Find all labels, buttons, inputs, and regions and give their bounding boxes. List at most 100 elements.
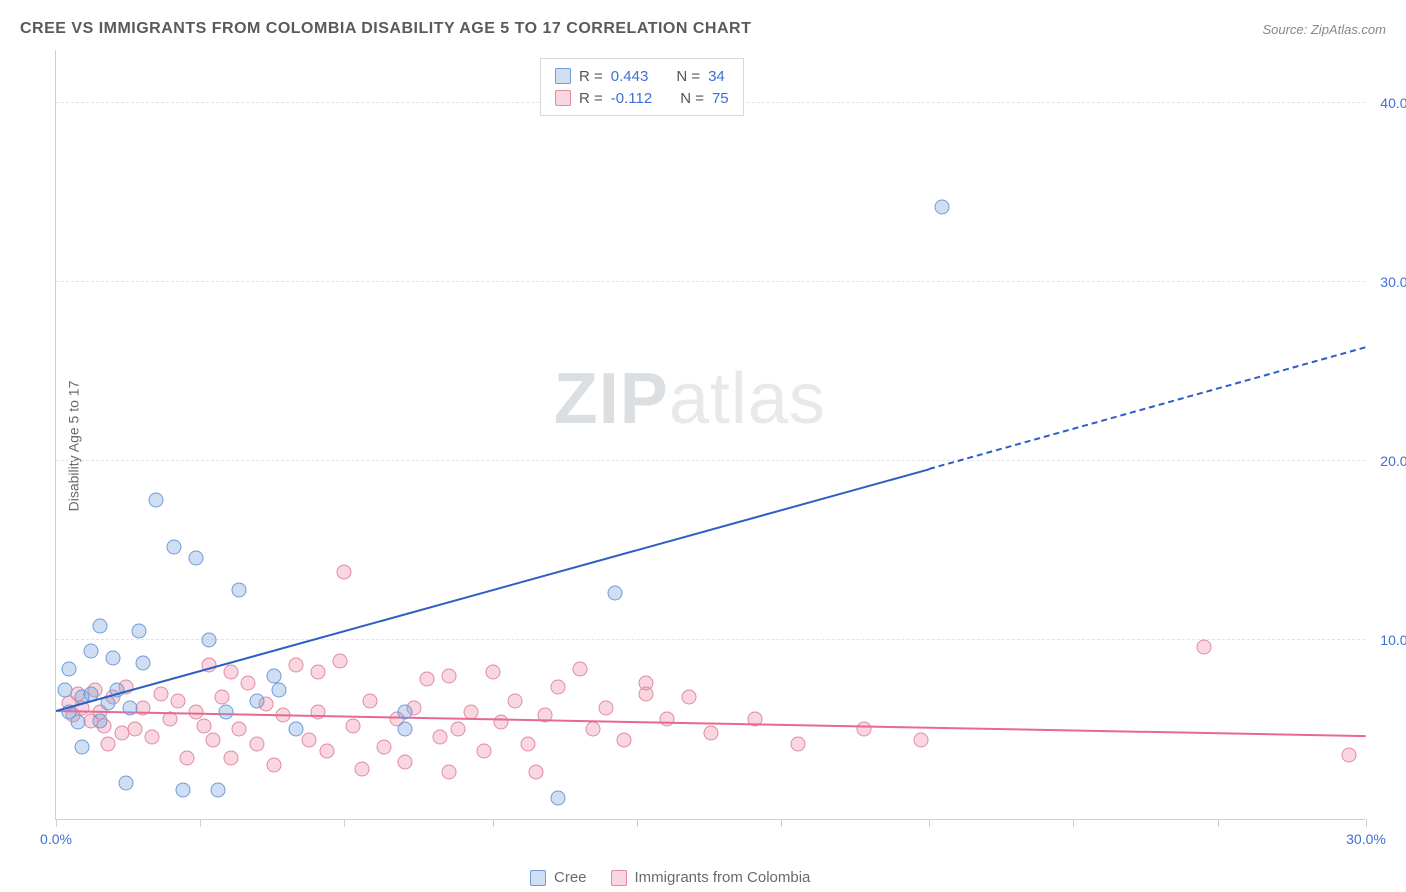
chart-title: CREE VS IMMIGRANTS FROM COLOMBIA DISABIL… [20, 20, 751, 38]
data-point-cree [70, 715, 85, 730]
data-point-colombia [223, 751, 238, 766]
r-label: R = [579, 68, 603, 85]
data-point-cree [123, 700, 138, 715]
data-point-cree [935, 199, 950, 214]
x-tick-label: 0.0% [40, 831, 72, 847]
data-point-colombia [856, 722, 871, 737]
data-point-colombia [682, 690, 697, 705]
data-point-cree [271, 683, 286, 698]
data-point-colombia [332, 654, 347, 669]
data-point-cree [210, 783, 225, 798]
data-point-cree [105, 650, 120, 665]
source-name: ZipAtlas.com [1311, 22, 1386, 37]
data-point-colombia [638, 675, 653, 690]
data-point-colombia [704, 726, 719, 741]
legend-row-colombia: R = -0.112 N = 75 [555, 87, 729, 109]
data-point-cree [57, 683, 72, 698]
data-point-cree [92, 713, 107, 728]
data-point-cree [249, 693, 264, 708]
data-point-colombia [1341, 747, 1356, 762]
data-point-colombia [188, 704, 203, 719]
data-point-colombia [354, 761, 369, 776]
x-tick [200, 819, 201, 827]
data-point-colombia [180, 751, 195, 766]
data-point-colombia [551, 679, 566, 694]
data-point-colombia [145, 729, 160, 744]
data-point-cree [219, 704, 234, 719]
n-label: N = [676, 68, 700, 85]
data-point-colombia [232, 722, 247, 737]
data-point-colombia [197, 718, 212, 733]
swatch-cree [555, 68, 571, 84]
swatch-cree [530, 870, 546, 886]
x-tick [493, 819, 494, 827]
swatch-colombia [555, 90, 571, 106]
n-label: N = [680, 90, 704, 107]
legend-item-cree: Cree [530, 869, 587, 886]
legend-item-colombia: Immigrants from Colombia [611, 869, 811, 886]
x-tick [1218, 819, 1219, 827]
data-point-cree [118, 776, 133, 791]
data-point-colombia [476, 743, 491, 758]
data-point-colombia [223, 665, 238, 680]
gridline [56, 460, 1365, 461]
x-tick [1073, 819, 1074, 827]
data-point-colombia [311, 665, 326, 680]
data-point-colombia [101, 736, 116, 751]
y-tick-label: 30.0% [1380, 274, 1406, 290]
data-point-colombia [214, 690, 229, 705]
data-point-cree [607, 586, 622, 601]
x-tick [344, 819, 345, 827]
data-point-cree [398, 722, 413, 737]
data-point-colombia [463, 704, 478, 719]
r-value-colombia: -0.112 [611, 90, 652, 107]
data-point-colombia [450, 722, 465, 737]
data-point-colombia [289, 658, 304, 673]
data-point-cree [75, 740, 90, 755]
data-point-cree [62, 661, 77, 676]
source-prefix: Source: [1262, 22, 1310, 37]
data-point-colombia [660, 711, 675, 726]
data-point-cree [201, 632, 216, 647]
data-point-colombia [267, 758, 282, 773]
data-point-colombia [616, 733, 631, 748]
plot-area: 10.0%20.0%30.0%40.0%0.0%30.0%ZIPatlas [55, 50, 1365, 820]
data-point-colombia [433, 729, 448, 744]
data-point-cree [188, 550, 203, 565]
data-point-cree [398, 704, 413, 719]
legend-row-cree: R = 0.443 N = 34 [555, 65, 729, 87]
data-point-colombia [206, 733, 221, 748]
data-point-colombia [507, 693, 522, 708]
data-point-cree [175, 783, 190, 798]
r-value-cree: 0.443 [611, 68, 649, 85]
legend-label-cree: Cree [554, 869, 587, 886]
data-point-colombia [249, 736, 264, 751]
data-point-colombia [520, 736, 535, 751]
swatch-colombia [611, 870, 627, 886]
data-point-colombia [1197, 640, 1212, 655]
r-label: R = [579, 90, 603, 107]
data-point-colombia [319, 743, 334, 758]
data-point-colombia [586, 722, 601, 737]
data-point-colombia [494, 715, 509, 730]
n-value-colombia: 75 [712, 90, 729, 107]
gridline [56, 281, 1365, 282]
data-point-colombia [337, 564, 352, 579]
y-tick-label: 20.0% [1380, 453, 1406, 469]
x-tick [637, 819, 638, 827]
gridline [56, 639, 1365, 640]
data-point-cree [92, 618, 107, 633]
x-tick-label: 30.0% [1346, 831, 1386, 847]
data-point-colombia [302, 733, 317, 748]
n-value-cree: 34 [708, 68, 725, 85]
x-tick [1366, 819, 1367, 827]
y-tick-label: 40.0% [1380, 95, 1406, 111]
x-tick [56, 819, 57, 827]
data-point-cree [551, 790, 566, 805]
data-point-cree [232, 582, 247, 597]
x-tick [929, 819, 930, 827]
data-point-colombia [153, 686, 168, 701]
x-tick [781, 819, 782, 827]
legend-label-colombia: Immigrants from Colombia [635, 869, 811, 886]
data-point-colombia [376, 740, 391, 755]
